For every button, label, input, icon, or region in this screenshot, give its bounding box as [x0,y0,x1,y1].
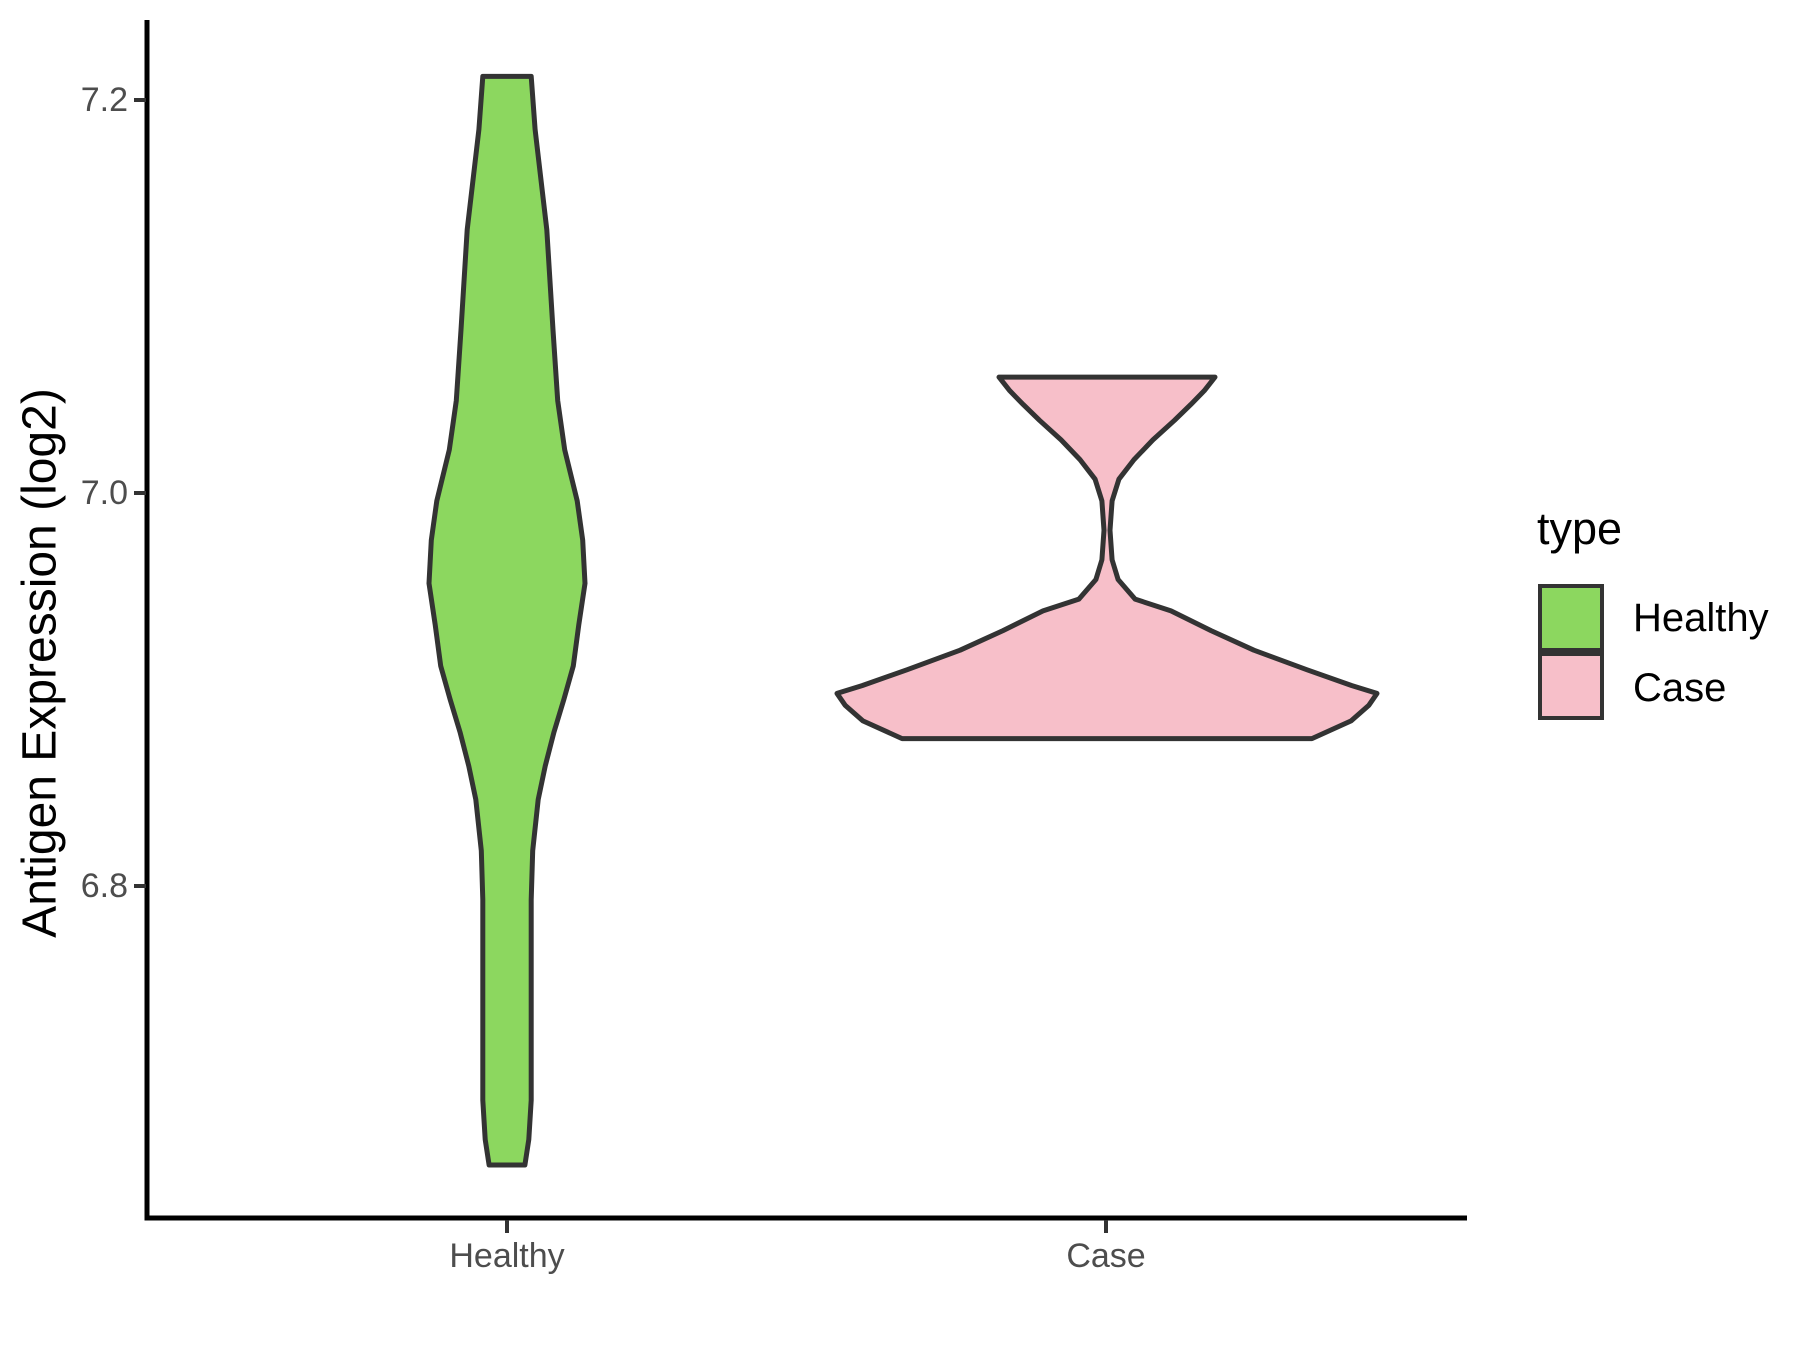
violin-case [834,374,1380,742]
legend-label-case: Case [1633,666,1727,710]
legend-title: type [1537,503,1623,554]
y-tick-label-7.2: 7.2 [80,81,128,119]
legend-swatch-case [1538,652,1604,720]
x-tick-label-healthy: Healthy [449,1237,565,1275]
legend-swatch-healthy [1538,584,1604,652]
legend-label-healthy: Healthy [1633,596,1769,640]
y-tick-label-6.8: 6.8 [80,867,128,905]
x-tick-label-case: Case [1066,1237,1146,1275]
y-tick-label-7.0: 7.0 [80,474,128,512]
violin-healthy [426,73,588,1168]
y-axis-title: Antigen Expression (log2) [13,388,67,938]
